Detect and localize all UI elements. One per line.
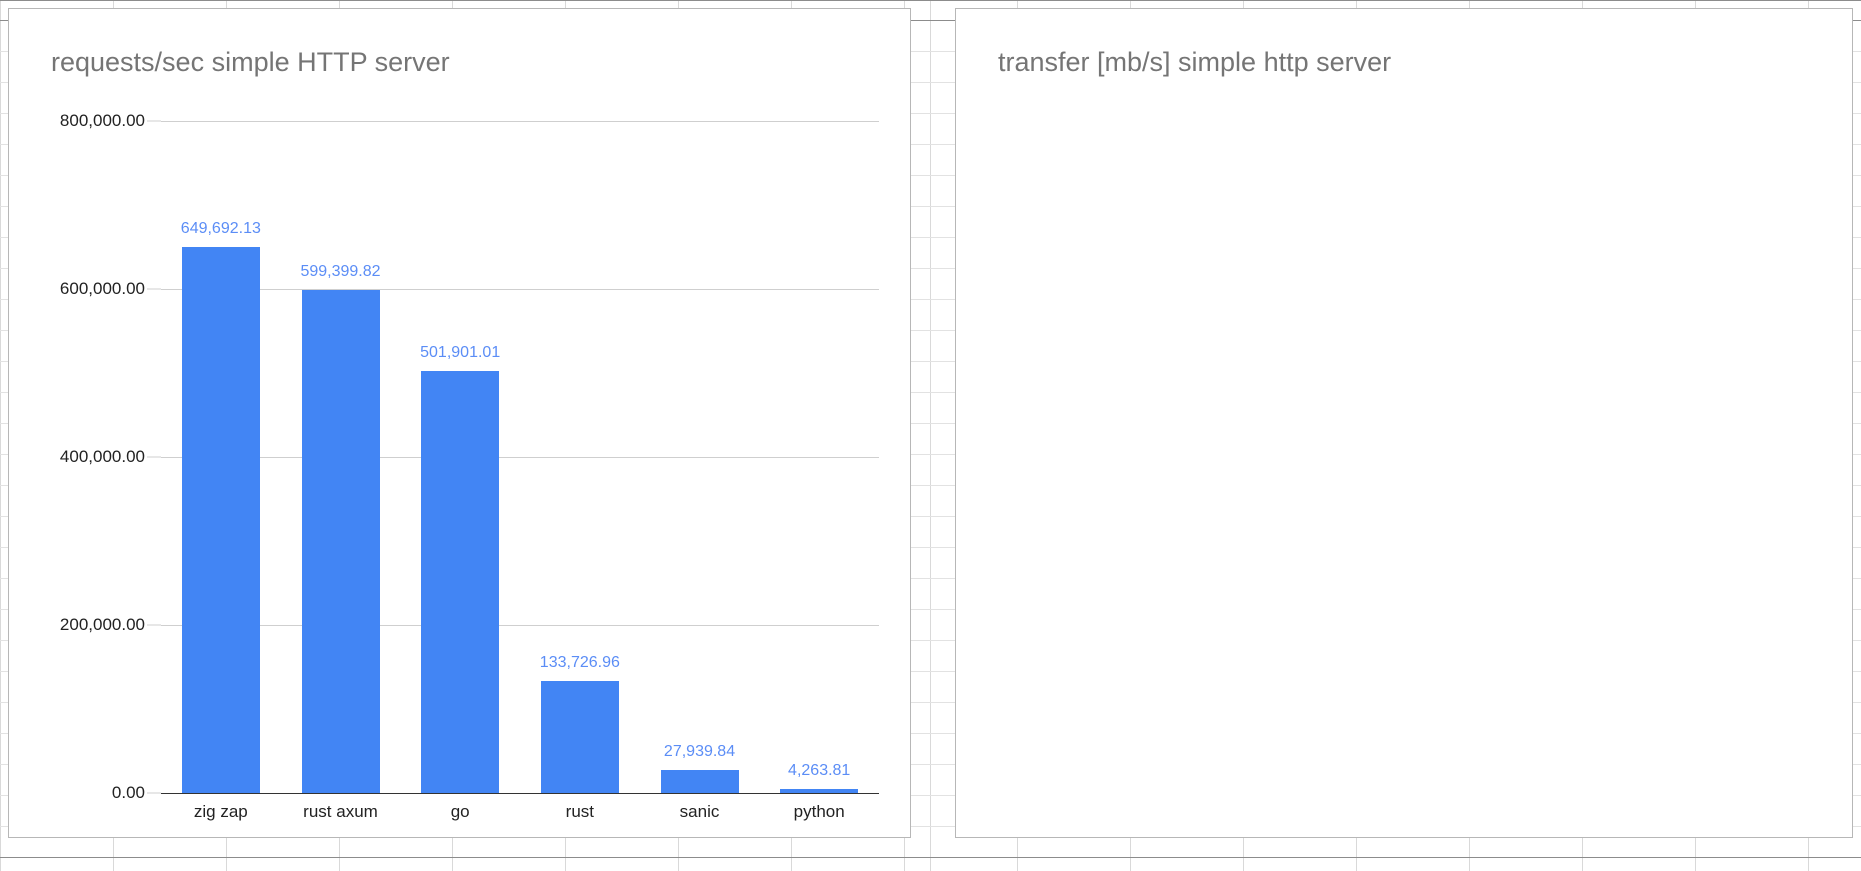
bar-slot: 599,399.82 rust axum <box>281 121 401 821</box>
bar-value-label: 501,901.01 <box>420 344 501 362</box>
sheet-row-gridline <box>0 423 1861 424</box>
sheet-row-gridline <box>0 330 1861 331</box>
chart-object-requests-per-sec[interactable]: requests/sec simple HTTP server 800,000.… <box>8 8 911 838</box>
bar-slot: 501,901.01 go <box>400 121 520 821</box>
bar-value-label: 4,263.81 <box>788 762 851 780</box>
plot-area-requests-per-sec: 800,000.00 600,000.00 400,000.00 200,000.00… <box>60 111 879 821</box>
sheet-row-gridline <box>0 82 1861 83</box>
x-axis-category-label: zig zap <box>193 802 248 821</box>
y-axis-tick-label: 400,000.00 <box>59 447 145 466</box>
sheet-row-gridline <box>0 454 1861 455</box>
bar-slot: 649,692.13 zig zap <box>161 121 281 821</box>
bar[interactable]: 4,263.81 python <box>780 762 859 821</box>
y-gridline <box>161 625 879 626</box>
sheet-column-gridline <box>0 0 1 871</box>
sheet-row-gridline <box>0 733 1861 734</box>
y-axis-tick-label: 200,000.00 <box>59 615 145 634</box>
x-axis-category-label: go <box>450 802 470 821</box>
axis-baseline <box>161 793 879 794</box>
sheet-row-gridline <box>0 268 1861 269</box>
y-axis-tick-label: 600,000.00 <box>59 279 145 298</box>
y-axis-tick-label: 800,000.00 <box>59 111 145 130</box>
chart-object-transfer-mbps[interactable]: transfer [mb/s] simple http server 100.0… <box>955 8 1853 838</box>
y-gridline <box>161 457 879 458</box>
y-tick-dash <box>147 288 161 290</box>
bar-slot: 4,263.81 python <box>759 121 879 821</box>
chart-title: requests/sec simple HTTP server <box>51 47 450 77</box>
x-axis-category-label: sanic <box>679 802 720 821</box>
sheet-row-gridline <box>0 547 1861 548</box>
sheet-column-gridline <box>930 0 931 871</box>
sheet-row-gridline <box>0 299 1861 300</box>
bar[interactable]: 27,939.84 sanic <box>660 743 739 821</box>
sheet-row-gridline <box>0 113 1861 114</box>
bar-series: 649,692.13 zig zap 599,399.82 rust axum 501,… <box>161 121 879 821</box>
y-tick-dash <box>147 120 161 122</box>
bar-slot: 133,726.96 rust <box>520 121 640 821</box>
bar-value-label: 649,692.13 <box>180 220 261 238</box>
sheet-row-gridline <box>0 206 1861 207</box>
chart-title: transfer [mb/s] simple http server <box>998 47 1392 77</box>
sheet-row-gridline-strong <box>0 857 1861 858</box>
sheet-row-gridline <box>0 175 1861 176</box>
sheet-row-gridline <box>0 516 1861 517</box>
bar-value-label: 27,939.84 <box>663 742 736 760</box>
sheet-row-gridline-strong <box>0 20 1861 21</box>
y-tick-dash <box>147 456 161 458</box>
sheet-row-gridline <box>0 578 1861 579</box>
sheet-row-gridline <box>0 392 1861 393</box>
bar-value-label: 133,726.96 <box>539 653 620 671</box>
sheet-row-gridline <box>0 237 1861 238</box>
bar[interactable]: 501,901.01 go <box>420 344 500 821</box>
y-axis-tick-label: 0.00 <box>111 783 145 802</box>
sheet-row-gridline <box>0 764 1861 765</box>
x-axis-category-label: rust <box>565 802 595 821</box>
bar[interactable]: 599,399.82 rust axum <box>300 263 380 821</box>
sheet-row-gridline-strong <box>0 0 1861 1</box>
y-gridline <box>161 289 879 290</box>
sheet-row-gridline <box>0 640 1861 641</box>
bar[interactable]: 133,726.96 rust <box>540 654 620 821</box>
y-tick-dash <box>147 624 161 626</box>
y-tick-dash <box>147 792 161 794</box>
y-gridline <box>161 121 879 122</box>
sheet-row-gridline <box>0 826 1861 827</box>
sheet-row-gridline <box>0 51 1861 52</box>
sheet-row-gridline <box>0 671 1861 672</box>
bar[interactable]: 649,692.13 zig zap <box>181 220 261 821</box>
sheet-row-gridline <box>0 702 1861 703</box>
x-axis-category-label: python <box>793 802 845 821</box>
bar-slot: 27,939.84 sanic <box>640 121 760 821</box>
sheet-row-gridline <box>0 795 1861 796</box>
sheet-row-gridline <box>0 609 1861 610</box>
sheet-row-gridline <box>0 361 1861 362</box>
sheet-row-gridline <box>0 485 1861 486</box>
bar-value-label: 599,399.82 <box>300 262 381 280</box>
sheet-row-gridline <box>0 144 1861 145</box>
x-axis-category-label: rust axum <box>303 802 378 821</box>
